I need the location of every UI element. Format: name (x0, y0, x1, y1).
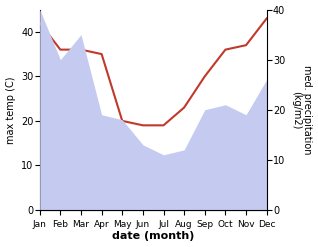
Y-axis label: med. precipitation
(kg/m2): med. precipitation (kg/m2) (291, 65, 313, 155)
Y-axis label: max temp (C): max temp (C) (5, 76, 16, 144)
X-axis label: date (month): date (month) (112, 231, 194, 242)
